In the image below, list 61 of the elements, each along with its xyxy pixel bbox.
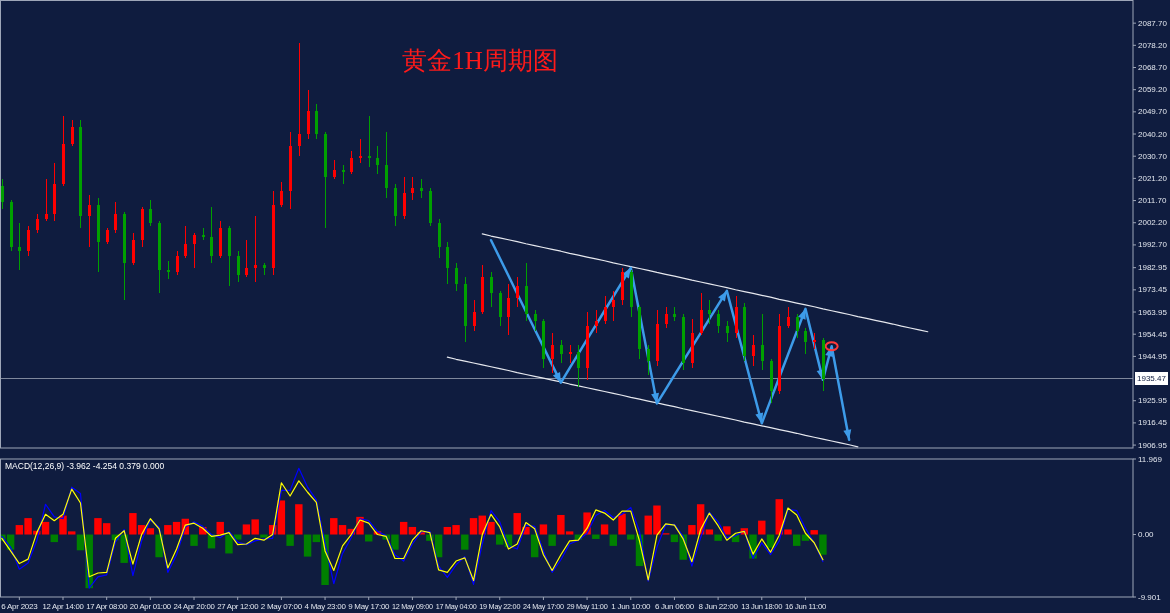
- chart-title: MACD(12,26,9) -3.962 -4.254 0.379 0.000: [5, 461, 165, 471]
- y-tick-label: 1963.95: [1138, 307, 1168, 317]
- y-tick-label: 2040.20: [1138, 129, 1168, 139]
- bar: [539, 524, 548, 535]
- y-tick-label: 2030.70: [1138, 151, 1168, 161]
- y-tick-label: 2002.20: [1138, 218, 1168, 228]
- line-series: [446, 356, 859, 448]
- bar: [190, 534, 198, 546]
- bar: [225, 534, 233, 554]
- bar: [286, 534, 294, 546]
- bar: [461, 534, 469, 550]
- bar: [609, 534, 617, 546]
- line-series: [1, 480, 824, 582]
- line-series: [481, 233, 929, 333]
- x-tick-label: 6 Jun 06:00: [654, 601, 695, 611]
- bar: [600, 524, 609, 535]
- y-tick-label: 2011.70: [1138, 196, 1167, 206]
- bar: [469, 518, 478, 535]
- bar: [618, 513, 626, 535]
- bar: [819, 534, 827, 555]
- x-tick-label: 8 Jun 22:00: [698, 601, 739, 611]
- y-tick-label: 1992.70: [1138, 240, 1168, 250]
- y-tick-label: 0.00: [1138, 530, 1155, 540]
- y-tick-label: 1954.45: [1138, 329, 1168, 339]
- y-tick-label: 1944.95: [1138, 351, 1168, 361]
- bar: [260, 534, 268, 538]
- bar: [295, 504, 303, 535]
- bar: [705, 529, 714, 535]
- ref-line-label: 1935.47: [1137, 374, 1167, 384]
- x-tick-label: 6 Apr 2023: [1, 601, 39, 611]
- bar: [496, 534, 504, 545]
- text: 黄金1H周期图: [402, 46, 558, 74]
- bar: [146, 528, 155, 535]
- bar: [592, 534, 600, 539]
- bar: [548, 534, 556, 546]
- bar: [399, 521, 408, 535]
- y-tick-label: 2087.70: [1138, 18, 1168, 28]
- bar: [338, 525, 347, 535]
- bar: [714, 534, 722, 541]
- x-tick-label: 1 Jun 10:00: [611, 601, 652, 611]
- y-tick-label: 1973.45: [1138, 285, 1168, 295]
- y-tick-label: 2078.20: [1138, 40, 1168, 50]
- bar: [76, 534, 85, 551]
- y-tick-label: 1916.45: [1138, 418, 1168, 428]
- y-tick-label: 1906.95: [1138, 440, 1168, 450]
- y-tick-label: 1982.95: [1138, 263, 1168, 273]
- bar: [330, 518, 338, 535]
- y-tick-label: 11.969: [1138, 454, 1163, 464]
- bar: [758, 520, 766, 535]
- y-tick-label: 2068.70: [1138, 63, 1168, 72]
- y-tick-label: 2021.20: [1138, 173, 1168, 183]
- y-tick-label: 2059.20: [1138, 85, 1168, 95]
- bar: [216, 521, 224, 535]
- bar: [277, 500, 286, 535]
- bar: [810, 530, 818, 535]
- y-tick-label: 1925.95: [1138, 396, 1168, 406]
- bar: [627, 534, 635, 540]
- y-tick-label: 2049.70: [1138, 107, 1168, 117]
- bar: [303, 534, 312, 557]
- y-tick-label: -9.901: [1138, 592, 1162, 602]
- bar: [793, 534, 801, 546]
